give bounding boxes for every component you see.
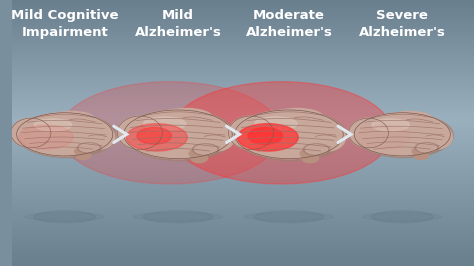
Ellipse shape bbox=[386, 111, 433, 128]
Ellipse shape bbox=[192, 144, 219, 155]
Ellipse shape bbox=[191, 153, 208, 163]
Ellipse shape bbox=[412, 148, 425, 155]
Ellipse shape bbox=[124, 110, 232, 159]
Ellipse shape bbox=[417, 144, 437, 152]
Ellipse shape bbox=[228, 116, 273, 149]
Ellipse shape bbox=[363, 213, 442, 221]
Text: Moderate
Alzheimer's: Moderate Alzheimer's bbox=[246, 9, 332, 39]
Ellipse shape bbox=[34, 211, 95, 223]
Ellipse shape bbox=[59, 82, 281, 184]
Text: Mild
Alzheimer's: Mild Alzheimer's bbox=[135, 9, 221, 39]
Ellipse shape bbox=[118, 116, 163, 149]
Ellipse shape bbox=[11, 118, 51, 148]
Ellipse shape bbox=[159, 109, 212, 127]
Ellipse shape bbox=[79, 144, 99, 152]
Ellipse shape bbox=[372, 119, 410, 131]
Ellipse shape bbox=[372, 211, 433, 223]
Ellipse shape bbox=[77, 143, 101, 153]
Ellipse shape bbox=[301, 153, 319, 163]
Ellipse shape bbox=[82, 125, 115, 149]
Ellipse shape bbox=[48, 111, 95, 128]
Ellipse shape bbox=[419, 125, 453, 149]
Ellipse shape bbox=[194, 145, 217, 154]
Ellipse shape bbox=[127, 124, 187, 151]
Ellipse shape bbox=[74, 148, 88, 155]
Ellipse shape bbox=[355, 113, 454, 158]
Ellipse shape bbox=[300, 150, 315, 157]
Ellipse shape bbox=[244, 213, 334, 221]
Ellipse shape bbox=[198, 124, 235, 151]
Ellipse shape bbox=[25, 213, 104, 221]
Ellipse shape bbox=[235, 110, 343, 159]
Ellipse shape bbox=[170, 82, 392, 184]
Ellipse shape bbox=[415, 143, 438, 153]
Ellipse shape bbox=[271, 109, 323, 127]
Ellipse shape bbox=[255, 117, 297, 131]
Ellipse shape bbox=[255, 211, 324, 223]
Ellipse shape bbox=[137, 127, 172, 144]
Ellipse shape bbox=[309, 124, 346, 151]
Ellipse shape bbox=[19, 125, 73, 149]
Ellipse shape bbox=[17, 113, 113, 156]
Ellipse shape bbox=[414, 151, 428, 159]
Ellipse shape bbox=[303, 144, 330, 155]
Ellipse shape bbox=[189, 150, 204, 157]
Ellipse shape bbox=[76, 151, 91, 159]
Ellipse shape bbox=[34, 119, 72, 131]
Ellipse shape bbox=[133, 213, 223, 221]
Ellipse shape bbox=[237, 124, 298, 151]
Ellipse shape bbox=[348, 118, 389, 148]
Ellipse shape bbox=[354, 113, 450, 156]
Ellipse shape bbox=[236, 110, 346, 161]
Ellipse shape bbox=[125, 110, 236, 161]
Ellipse shape bbox=[18, 113, 116, 158]
Ellipse shape bbox=[144, 117, 186, 131]
Ellipse shape bbox=[144, 211, 213, 223]
Text: Severe
Alzheimer's: Severe Alzheimer's bbox=[359, 9, 446, 39]
Ellipse shape bbox=[305, 145, 328, 154]
Text: Mild Cognitive
Impairment: Mild Cognitive Impairment bbox=[11, 9, 118, 39]
Ellipse shape bbox=[248, 127, 283, 144]
